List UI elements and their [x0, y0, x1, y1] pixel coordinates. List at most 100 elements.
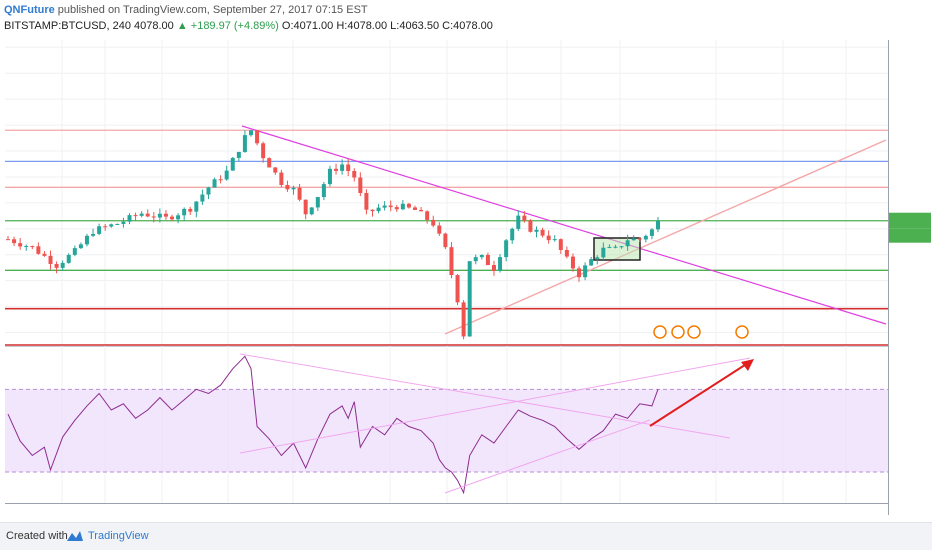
candle-body	[595, 257, 600, 260]
candle-body	[364, 193, 369, 210]
event-marker-icon	[687, 325, 701, 339]
candle-body	[127, 215, 132, 222]
candle-body	[91, 233, 96, 236]
candle-body	[443, 233, 448, 248]
candle-body	[334, 168, 339, 171]
candle-body	[491, 265, 496, 271]
rsi-arrow-shaft	[649, 362, 749, 427]
publish-line: QNFuture published on TradingView.com, S…	[4, 4, 368, 16]
candle-body	[589, 259, 594, 266]
candle-body	[133, 215, 138, 217]
candle-body	[437, 225, 442, 234]
descending-trendline	[241, 125, 887, 325]
candle-body	[248, 130, 253, 136]
consolidation-box	[593, 237, 641, 261]
candle-body	[212, 179, 217, 188]
candle-body	[540, 229, 545, 236]
candle-body	[583, 265, 588, 278]
candle-body	[528, 220, 533, 232]
candle-body	[255, 130, 260, 144]
author-link[interactable]: QNFuture	[4, 4, 55, 16]
candle-body	[449, 247, 454, 276]
candle-body	[473, 257, 478, 262]
candle-body	[206, 187, 211, 195]
candle-body	[498, 257, 503, 271]
published-text: published on TradingView.com, September …	[54, 4, 368, 16]
candle-body	[376, 207, 381, 212]
candle-body	[72, 248, 77, 255]
candle-body	[163, 213, 168, 217]
candle-body	[115, 223, 120, 225]
candle-body	[485, 254, 490, 266]
event-marker-icon	[671, 325, 685, 339]
candle-body	[577, 268, 582, 278]
candle-body	[78, 244, 83, 249]
candle-body	[607, 246, 612, 248]
candle-body	[358, 177, 363, 194]
candle-body	[66, 254, 71, 263]
tradingview-logo-icon	[67, 531, 83, 541]
candle-body	[121, 221, 126, 224]
candle-body	[516, 215, 521, 229]
candle-body	[273, 167, 278, 173]
candle-body	[406, 203, 411, 208]
candle-body	[510, 228, 515, 241]
candle-body	[267, 158, 272, 168]
candle-body	[522, 215, 527, 221]
candle-body	[182, 208, 187, 216]
symbol-label: BITSTAMP:BTCUSD, 240	[4, 20, 131, 32]
candle-body	[48, 255, 53, 264]
candle-body	[321, 184, 326, 198]
candle-body	[60, 262, 65, 268]
candle-body	[12, 239, 17, 244]
candle-body	[145, 213, 150, 217]
candle-body	[619, 246, 624, 248]
price-change: ▲ +189.97 (+4.89%)	[176, 20, 279, 32]
candle-body	[419, 209, 424, 212]
candle-body	[425, 211, 430, 220]
candle-body	[224, 170, 229, 180]
last-price: 4078.00	[134, 20, 174, 32]
candle-body	[36, 246, 41, 254]
rsi-support-trendline	[444, 419, 651, 494]
created-with-text: Created with	[6, 530, 68, 542]
tradingview-link[interactable]: TradingView	[88, 530, 149, 542]
candle-body	[291, 187, 296, 190]
ohlc-values: O:4071.00 H:4078.00 L:4063.50 C:4078.00	[281, 20, 493, 32]
candle-body	[467, 261, 472, 337]
candle-body	[546, 235, 551, 241]
candle-body	[84, 235, 89, 245]
candle-body	[625, 240, 630, 247]
candle-body	[649, 229, 654, 236]
rsi-ascending-trendline	[239, 357, 751, 454]
chart-header: QNFuture published on TradingView.com, S…	[0, 0, 932, 36]
chart-svg	[5, 40, 931, 515]
candle-body	[261, 143, 266, 159]
event-marker-icon	[735, 325, 749, 339]
last-price-tag	[889, 212, 931, 229]
rsi-line	[7, 355, 659, 495]
candle-body	[42, 253, 47, 256]
candle-body	[188, 208, 193, 212]
candle-body	[24, 246, 29, 248]
event-marker-icon	[653, 325, 667, 339]
candle-body	[400, 203, 405, 210]
candle-body	[631, 238, 636, 241]
candle-body	[109, 224, 114, 227]
candle-body	[637, 238, 642, 240]
candle-body	[176, 215, 181, 220]
candle-body	[382, 205, 387, 208]
candle-body	[570, 256, 575, 269]
candle-body	[388, 205, 393, 208]
candle-body	[218, 179, 223, 181]
candle-body	[461, 302, 466, 337]
candle-body	[370, 209, 375, 212]
candle-body	[97, 226, 102, 234]
candle-body	[504, 240, 509, 258]
candle-body	[157, 213, 162, 218]
candle-body	[455, 275, 460, 303]
candle-body	[534, 229, 539, 232]
candle-body	[431, 219, 436, 226]
candle-body	[327, 168, 332, 185]
countdown-tag	[889, 228, 931, 243]
